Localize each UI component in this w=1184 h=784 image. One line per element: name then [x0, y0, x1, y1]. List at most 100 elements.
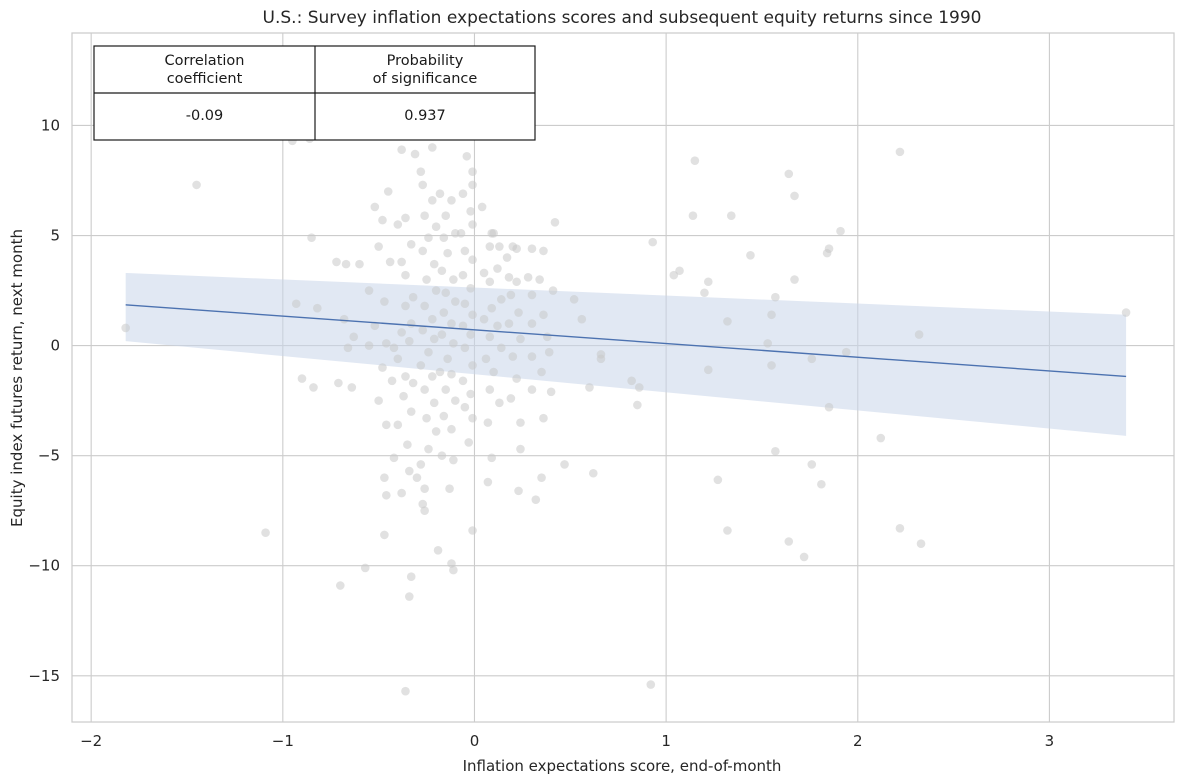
x-tick-label: 1: [661, 732, 671, 750]
scatter-point: [688, 211, 698, 221]
y-axis-label: Equity index futures return, next month: [8, 229, 26, 527]
scatter-point: [460, 246, 470, 256]
scatter-point: [588, 468, 598, 478]
scatter-point: [406, 240, 416, 249]
scatter-point: [349, 332, 359, 342]
scatter-point: [550, 218, 560, 227]
scatter-point: [347, 383, 357, 392]
scatter-point: [569, 295, 579, 304]
scatter-point: [428, 314, 437, 324]
scatter-point: [1121, 308, 1131, 317]
stats-table: Correlation coefficient Probability of s…: [93, 45, 536, 141]
scatter-point: [460, 402, 470, 412]
scatter-point: [309, 383, 318, 392]
scatter-point: [441, 211, 451, 221]
scatter-point: [462, 151, 472, 161]
scatter-point: [817, 479, 826, 489]
scatter-point: [771, 292, 780, 302]
scatter-point: [397, 257, 406, 267]
scatter-point: [403, 440, 412, 449]
scatter-point: [458, 376, 468, 386]
scatter-point: [364, 341, 374, 350]
scatter-point: [339, 314, 349, 324]
scatter-point: [393, 354, 403, 364]
scatter-point: [261, 528, 270, 537]
x-axis-label: Inflation expectations score, end-of-mon…: [463, 757, 782, 775]
y-tick-label: −5: [38, 447, 60, 465]
scatter-point: [420, 385, 429, 394]
scatter-point: [383, 187, 393, 196]
scatter-point: [514, 486, 523, 496]
scatter-point: [539, 413, 548, 423]
scatter-point: [479, 268, 489, 278]
confidence-band: [125, 272, 1127, 436]
scatter-point: [192, 180, 201, 190]
x-tick-label: 2: [853, 732, 863, 750]
plot-frame: [71, 32, 1175, 723]
scatter-point: [437, 330, 447, 339]
scatter-point: [447, 424, 456, 434]
scatter-point: [428, 195, 437, 205]
scatter-point: [504, 319, 514, 328]
scatter-point: [429, 334, 439, 344]
scatter-point: [387, 376, 397, 386]
scatter-point: [497, 343, 506, 353]
scatter-point: [401, 301, 410, 311]
scatter-point: [424, 233, 433, 243]
scatter-point: [531, 495, 541, 504]
scatter-point: [508, 352, 518, 361]
scatter-point: [418, 246, 428, 256]
scatter-point: [548, 286, 558, 295]
scatter-point: [393, 220, 403, 229]
scatter-point: [431, 222, 441, 232]
scatter-point: [633, 400, 642, 410]
scatter-point: [790, 275, 799, 284]
scatter-point: [539, 310, 548, 320]
scatter-point: [485, 242, 495, 251]
scatter-point: [495, 398, 504, 408]
scatter-point: [456, 229, 466, 238]
scatter-point: [466, 330, 475, 339]
scatter-point: [451, 297, 460, 306]
x-tick-labels: −2 −1 0 1 2 3: [80, 732, 1054, 750]
scatter-point: [487, 303, 497, 313]
scatter-point: [429, 398, 439, 408]
scatter-point: [489, 229, 498, 238]
scatter-point: [466, 389, 475, 399]
scatter-point: [121, 323, 130, 333]
scatter-point: [313, 303, 322, 313]
scatter-point: [700, 288, 709, 298]
scatter-point: [401, 686, 410, 696]
scatter-point: [824, 402, 834, 412]
scatter-point: [291, 299, 301, 309]
scatter-point: [527, 244, 537, 254]
scatter-point: [420, 301, 429, 311]
scatter-point: [405, 336, 414, 346]
regression-line: [125, 304, 1127, 378]
scatter-point: [355, 259, 364, 269]
scatter-point: [535, 275, 544, 284]
scatter-point: [481, 354, 491, 364]
scatter-point: [876, 433, 886, 443]
scatter-point: [401, 270, 410, 280]
scatter-point: [389, 453, 399, 463]
scatter-point: [527, 352, 537, 361]
scatter-point: [763, 339, 772, 348]
scatter-point: [807, 460, 817, 469]
scatter-point: [799, 552, 809, 562]
scatter-point: [497, 295, 506, 304]
scatter-point: [723, 526, 732, 535]
scatter-point: [726, 211, 736, 221]
scatter-point: [790, 191, 799, 201]
scatter-point: [385, 257, 395, 267]
scatter-point: [441, 288, 451, 298]
scatter-point: [399, 391, 408, 401]
scatter-point: [332, 257, 341, 267]
scatter-point: [516, 334, 525, 344]
scatter-point: [418, 325, 428, 335]
scatter-point: [458, 189, 468, 198]
scatter-point: [439, 233, 449, 243]
scatter-points: [121, 134, 1131, 696]
scatter-point: [479, 314, 489, 324]
